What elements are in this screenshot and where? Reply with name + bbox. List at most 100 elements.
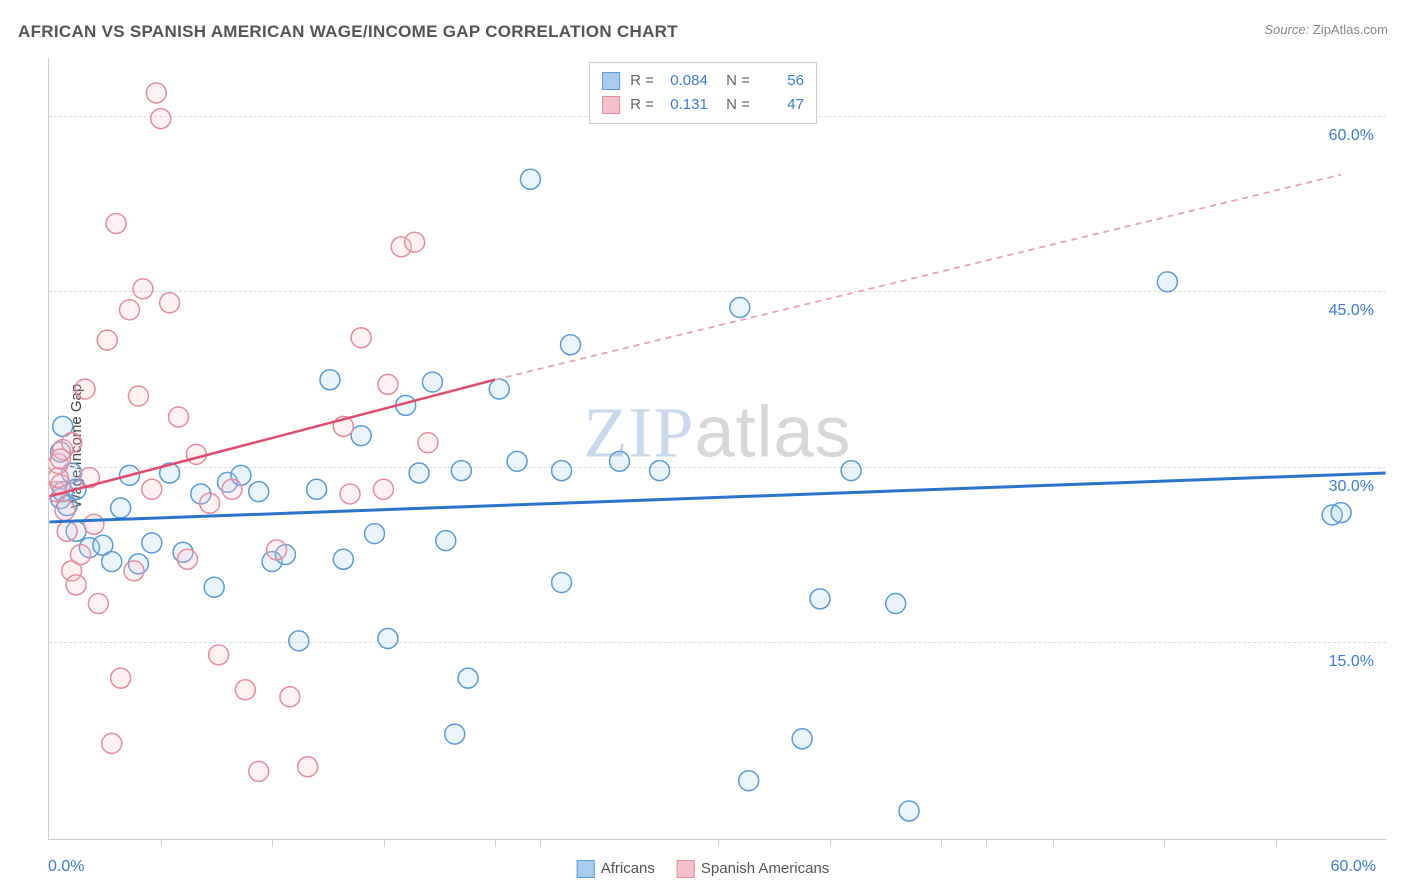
chart-title: AFRICAN VS SPANISH AMERICAN WAGE/INCOME … [18,22,678,42]
scatter-point [307,479,327,499]
scatter-point [1331,503,1351,523]
scatter-point [378,374,398,394]
x-tick-mark [384,839,385,847]
legend-swatch [602,96,620,114]
chart-container: AFRICAN VS SPANISH AMERICAN WAGE/INCOME … [0,0,1406,892]
legend-swatch [677,860,695,878]
scatter-point [177,549,197,569]
scatter-point [106,214,126,234]
scatter-point [610,451,630,471]
scatter-point [418,433,438,453]
scatter-point [249,482,269,502]
scatter-point [405,232,425,252]
scatter-point [333,549,353,569]
x-tick-mark [1276,839,1277,847]
scatter-point [97,330,117,350]
scatter-point [289,631,309,651]
regression-line [495,175,1341,380]
scatter-point [55,500,75,520]
stat-r-value: 0.084 [664,69,708,93]
scatter-point [436,531,456,551]
scatter-point [151,109,171,129]
x-tick-mark [1053,839,1054,847]
legend-label: Spanish Americans [701,860,829,877]
scatter-point [422,372,442,392]
x-tick-mark [161,839,162,847]
scatter-point [209,645,229,665]
correlation-legend: R =0.084 N =56R =0.131 N =47 [589,62,817,124]
scatter-point [489,379,509,399]
scatter-point [111,498,131,518]
scatter-point [650,461,670,481]
scatter-point [186,444,206,464]
scatter-point [146,83,166,103]
series-legend: Africans Spanish Americans [577,860,830,878]
stat-legend-row: R =0.131 N =47 [602,93,804,117]
scatter-point [561,335,581,355]
legend-swatch [577,860,595,878]
scatter-point [169,407,189,427]
x-tick-mark [986,839,987,847]
scatter-point [222,479,242,499]
stat-n-value: 47 [760,93,804,117]
scatter-point [111,668,131,688]
scatter-point [520,169,540,189]
scatter-point [142,533,162,553]
scatter-point [409,463,429,483]
scatter-point [739,771,759,791]
x-tick-mark [272,839,273,847]
scatter-point [88,594,108,614]
scatter-point [57,521,77,541]
legend-label: Africans [601,860,655,877]
scatter-point [66,575,86,595]
x-tick-mark [941,839,942,847]
scatter-point [49,468,68,488]
scatter-point [810,589,830,609]
scatter-point [320,370,340,390]
stat-r-label: R = [630,69,654,93]
scatter-point [71,545,91,565]
x-tick-mark [495,839,496,847]
plot-svg [49,58,1386,839]
scatter-point [75,379,95,399]
scatter-point [552,573,572,593]
scatter-point [267,540,287,560]
scatter-point [730,297,750,317]
scatter-point [841,461,861,481]
scatter-point [552,461,572,481]
stat-r-value: 0.131 [664,93,708,117]
scatter-point [62,433,82,453]
scatter-point [507,451,527,471]
scatter-point [378,629,398,649]
legend-swatch [602,72,620,90]
x-tick-mark [1164,839,1165,847]
scatter-point [351,426,371,446]
x-axis-max-label: 60.0% [1331,858,1376,876]
stat-n-label: N = [718,69,750,93]
scatter-point [124,561,144,581]
scatter-point [102,733,122,753]
scatter-point [1157,272,1177,292]
x-tick-mark [830,839,831,847]
scatter-point [235,680,255,700]
scatter-point [298,757,318,777]
scatter-point [899,801,919,821]
scatter-point [351,328,371,348]
source-label: Source: [1264,22,1309,37]
x-tick-mark [718,839,719,847]
x-axis-min-label: 0.0% [48,858,84,876]
scatter-point [451,461,471,481]
scatter-point [340,484,360,504]
source-credit: Source: ZipAtlas.com [1264,22,1388,37]
scatter-point [102,552,122,572]
scatter-point [365,524,385,544]
scatter-point [792,729,812,749]
scatter-point [142,479,162,499]
scatter-point [120,300,140,320]
stat-legend-row: R =0.084 N =56 [602,69,804,93]
scatter-point [84,514,104,534]
scatter-point [249,761,269,781]
scatter-point [160,293,180,313]
scatter-point [458,668,478,688]
scatter-point [280,687,300,707]
